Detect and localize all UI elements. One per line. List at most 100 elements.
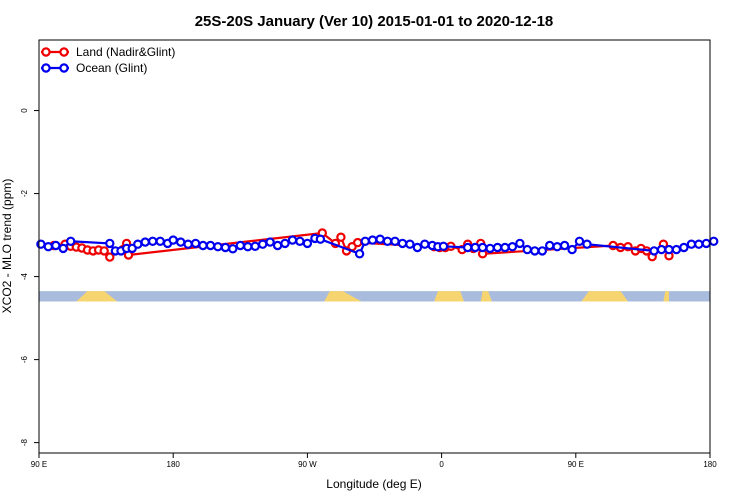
data-point: [463, 242, 473, 253]
data-point: [360, 236, 370, 246]
legend-label: Land (Nadir&Glint): [76, 45, 175, 59]
chart-title: 25S-20S January (Ver 10) 2015-01-01 to 2…: [195, 13, 554, 30]
legend-item: Ocean (Glint): [41, 61, 147, 75]
data-point: [515, 238, 525, 249]
series-ocean: [36, 233, 719, 259]
y-tick-label: 0: [20, 108, 29, 113]
land-ocean-mask: [39, 291, 710, 302]
data-point: [258, 239, 268, 249]
data-point: [397, 238, 408, 249]
legend-marker: [59, 47, 69, 57]
data-point: [567, 244, 577, 255]
y-tick-label: -8: [20, 439, 29, 447]
data-point: [420, 239, 430, 249]
data-point: [353, 237, 363, 248]
data-point: [51, 240, 61, 251]
data-point: [140, 237, 150, 247]
y-tick-label: -6: [20, 356, 29, 364]
x-tick-label: 180: [167, 460, 181, 469]
data-point: [679, 242, 689, 253]
data-point: [701, 238, 712, 249]
data-point: [500, 242, 510, 253]
land-patch: [663, 291, 669, 302]
data-point: [649, 246, 659, 256]
data-point: [367, 235, 378, 245]
data-point: [559, 240, 570, 251]
x-tick-label: 90 E: [568, 460, 584, 469]
data-point: [155, 236, 165, 246]
data-point: [552, 241, 562, 252]
plot-frame: [38, 39, 711, 454]
data-point: [412, 242, 423, 253]
data-point: [205, 240, 216, 251]
data-point: [65, 236, 76, 246]
y-tick-label: -2: [20, 189, 29, 197]
data-point: [280, 238, 290, 249]
data-point: [105, 252, 115, 262]
data-point: [190, 238, 201, 249]
data-point: [470, 242, 480, 253]
data-point: [250, 241, 260, 251]
data-point: [315, 234, 326, 244]
data-point: [287, 235, 298, 245]
data-point: [477, 242, 488, 253]
x-axis: 90 E 180 90 W 0 90 E 180: [31, 453, 717, 469]
data-point: [522, 244, 533, 255]
data-point: [133, 239, 143, 249]
data-point: [545, 240, 555, 251]
data-point: [265, 237, 275, 247]
data-point: [656, 244, 667, 255]
data-point: [36, 239, 46, 249]
data-point: [243, 241, 253, 252]
data-point: [709, 236, 719, 246]
data-point: [302, 238, 313, 249]
data-point: [99, 246, 109, 256]
data-point: [694, 239, 704, 249]
data-point: [382, 236, 393, 246]
data-point: [405, 239, 415, 249]
data-series: [36, 228, 719, 262]
data-point: [235, 240, 245, 251]
data-point: [272, 240, 283, 251]
data-point: [43, 241, 54, 252]
data-point: [58, 243, 68, 254]
legend-label: Ocean (Glint): [76, 61, 147, 75]
legend-marker: [41, 63, 51, 73]
land-patch: [434, 291, 464, 302]
x-tick-label: 180: [703, 460, 717, 469]
data-point: [390, 236, 400, 246]
land-patch: [480, 291, 492, 302]
data-point: [228, 244, 238, 254]
data-point: [105, 238, 115, 249]
data-point: [198, 240, 208, 251]
legend-item: Land (Nadir&Glint): [41, 45, 175, 59]
data-point: [507, 241, 518, 252]
data-point: [686, 239, 697, 249]
data-point: [336, 232, 346, 242]
land-patch: [324, 291, 362, 302]
data-point: [530, 246, 540, 256]
ocean-band: [39, 291, 710, 302]
data-point: [375, 234, 385, 244]
data-point: [147, 236, 158, 246]
data-point: [213, 241, 223, 252]
x-tick-label: 0: [439, 460, 444, 469]
legend-marker: [59, 63, 69, 73]
data-point: [537, 246, 548, 256]
legend: Land (Nadir&Glint) Ocean (Glint): [41, 45, 175, 75]
x-axis-label: Longitude (deg E): [326, 477, 421, 491]
x-tick-label: 90 E: [31, 460, 47, 469]
y-axis-label: XCO2 - MLO trend (ppm): [0, 179, 14, 314]
data-point: [492, 242, 503, 253]
data-point: [438, 241, 449, 251]
data-point: [354, 249, 365, 259]
legend-marker: [41, 47, 51, 57]
data-point: [664, 244, 674, 255]
land-patch: [76, 291, 118, 302]
y-axis: 0 -2 -4 -6 -8: [20, 108, 39, 446]
data-point: [574, 236, 585, 246]
y-tick-label: -4: [20, 272, 29, 280]
data-point: [582, 239, 592, 249]
data-point: [485, 243, 495, 254]
